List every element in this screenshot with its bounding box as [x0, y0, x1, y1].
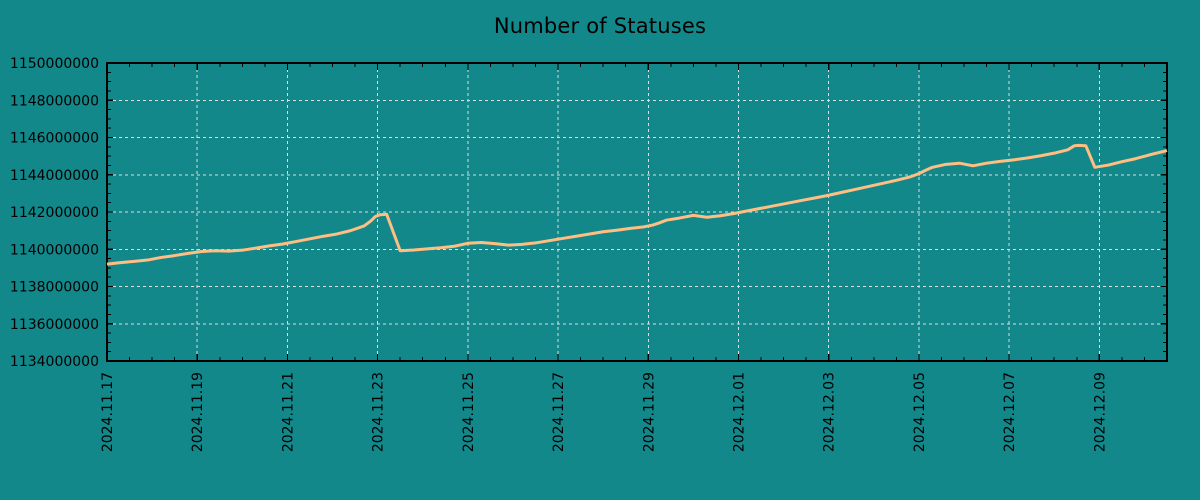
x-axis-tick-label: 2024.11.17: [100, 372, 116, 452]
y-axis-tick-label: 1138000000: [10, 280, 99, 296]
x-axis-tick-label: 2024.11.29: [641, 372, 657, 452]
y-axis-tick-label: 1146000000: [10, 131, 99, 147]
y-axis-tick-label: 1144000000: [10, 168, 99, 184]
data-series-layer: [106, 143, 1168, 266]
x-axis-tick-label: 2024.12.05: [912, 372, 928, 452]
x-axis-tick-label: 2024.11.27: [551, 372, 567, 452]
x-axis-tick-label: 2024.11.23: [371, 372, 387, 452]
chart-title: Number of Statuses: [493, 14, 707, 38]
data-line-number-of-statuses: [106, 143, 1168, 266]
plot-frame: [106, 62, 1168, 362]
plot-border: [106, 62, 1168, 362]
x-axis-tick-label: 2024.12.01: [731, 372, 747, 452]
x-axis-tick-label: 2024.12.03: [822, 372, 838, 452]
y-axis-tick-label: 1150000000: [10, 56, 99, 72]
y-axis-tick-label: 1142000000: [10, 205, 99, 221]
x-axis-tick-label: 2024.12.07: [1002, 372, 1018, 452]
x-axis-tick-label: 2024.12.09: [1092, 372, 1108, 452]
x-axis-tick-label: 2024.11.19: [190, 372, 206, 452]
grid-lines: [106, 62, 1167, 362]
y-axis-tick-label: 1148000000: [10, 93, 99, 109]
y-axis-labels: 1150000000 1148000000 1146000000 1144000000…: [10, 56, 99, 370]
y-axis-tick-label: 1140000000: [10, 242, 99, 258]
y-axis-tick-label: 1136000000: [10, 317, 99, 333]
x-axis-labels: 2024.11.17 2024.11.19 2024.11.21 2024.11.23…: [100, 372, 1108, 452]
y-axis-tick-label: 1134000000: [10, 354, 99, 370]
x-axis-tick-label: 2024.11.25: [461, 372, 477, 452]
x-axis-tick-label: 2024.11.21: [280, 372, 296, 452]
